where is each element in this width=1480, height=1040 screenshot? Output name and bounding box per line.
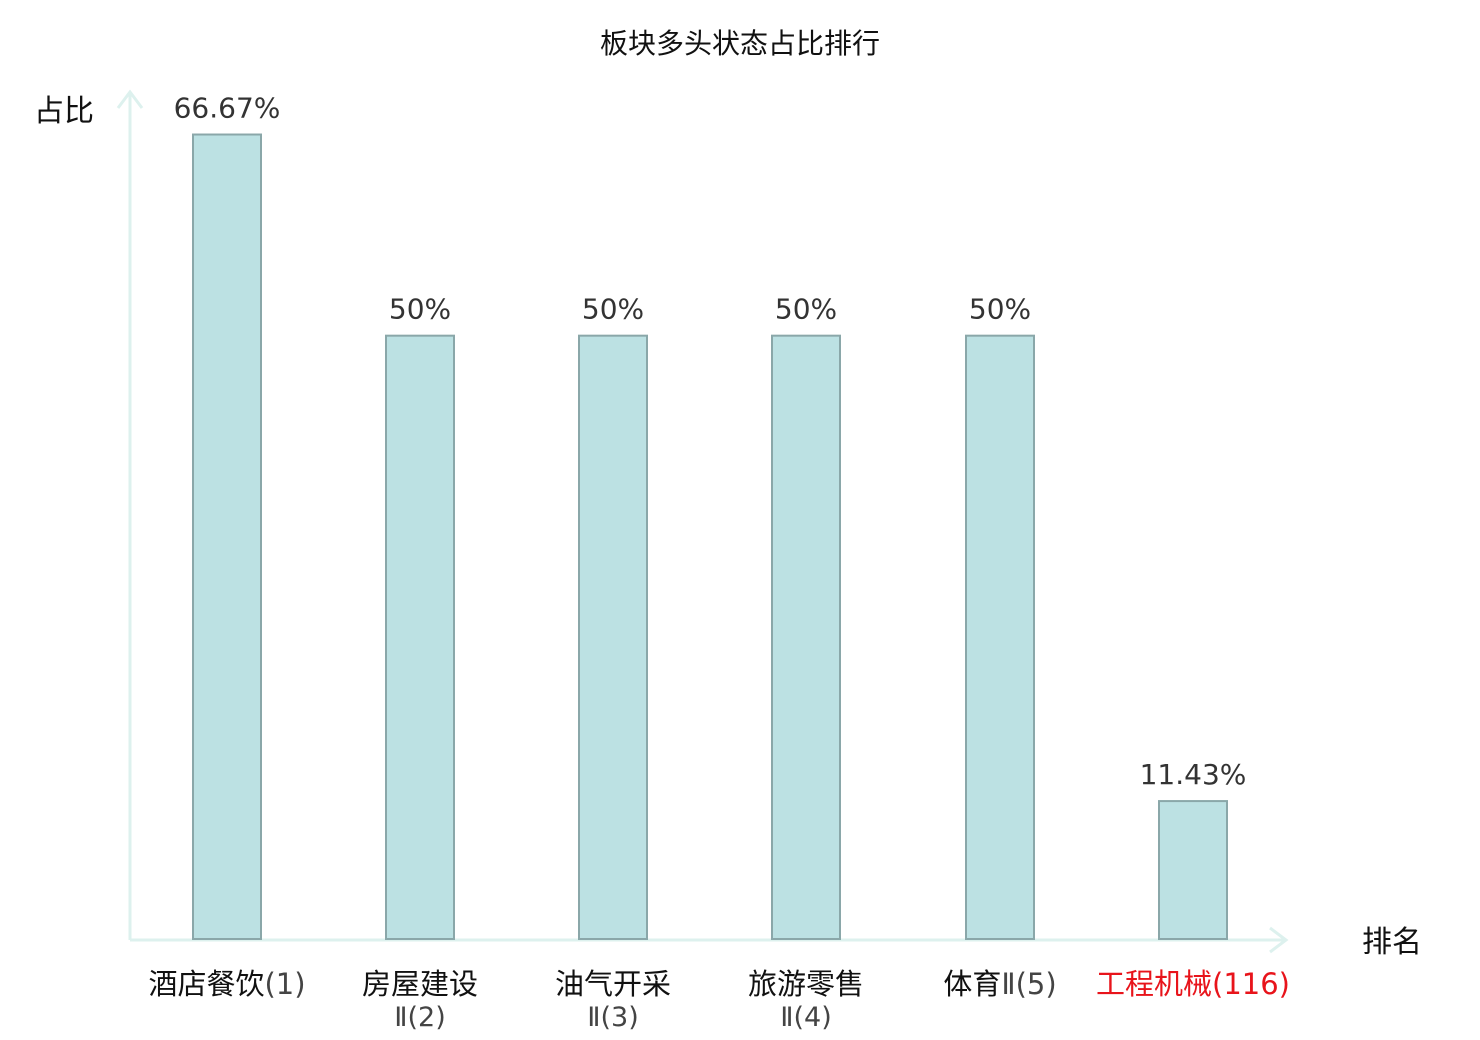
value-label-6: 11.43%: [1140, 758, 1247, 791]
y-axis: [116, 89, 144, 940]
bar-4: [771, 334, 841, 940]
category-sublabel-3: Ⅱ(3): [587, 1002, 639, 1033]
category-label-4: 旅游零售: [748, 967, 864, 1001]
y-axis-label: 占比: [34, 94, 94, 129]
category-label-3: 油气开采: [555, 967, 671, 1001]
x-axis-label: 排名: [1362, 925, 1422, 960]
x-axis: [130, 926, 1289, 954]
bar-6: [1158, 800, 1228, 940]
chart-title: 板块多头状态占比排行: [600, 27, 880, 60]
value-label-1: 66.67%: [174, 92, 281, 125]
bars-group: [192, 133, 1228, 941]
category-label-1: 酒店餐饮(1): [148, 967, 305, 1001]
category-label-2: 房屋建设: [362, 967, 478, 1001]
value-label-3: 50%: [582, 293, 644, 326]
value-label-5: 50%: [969, 293, 1031, 326]
value-label-4: 50%: [775, 293, 837, 326]
value-labels-group: 66.67% 50% 50% 50% 50% 11.43%: [174, 92, 1247, 792]
bar-2: [385, 334, 455, 940]
bar-3: [578, 334, 648, 940]
bar-1: [192, 133, 262, 941]
category-label-5: 体育Ⅱ(5): [943, 967, 1056, 1001]
bar-5: [965, 334, 1035, 940]
category-sublabel-4: Ⅱ(4): [780, 1002, 832, 1033]
category-sublabel-2: Ⅱ(2): [394, 1002, 446, 1033]
value-label-2: 50%: [389, 293, 451, 326]
category-label-6: 工程机械(116): [1096, 967, 1290, 1001]
